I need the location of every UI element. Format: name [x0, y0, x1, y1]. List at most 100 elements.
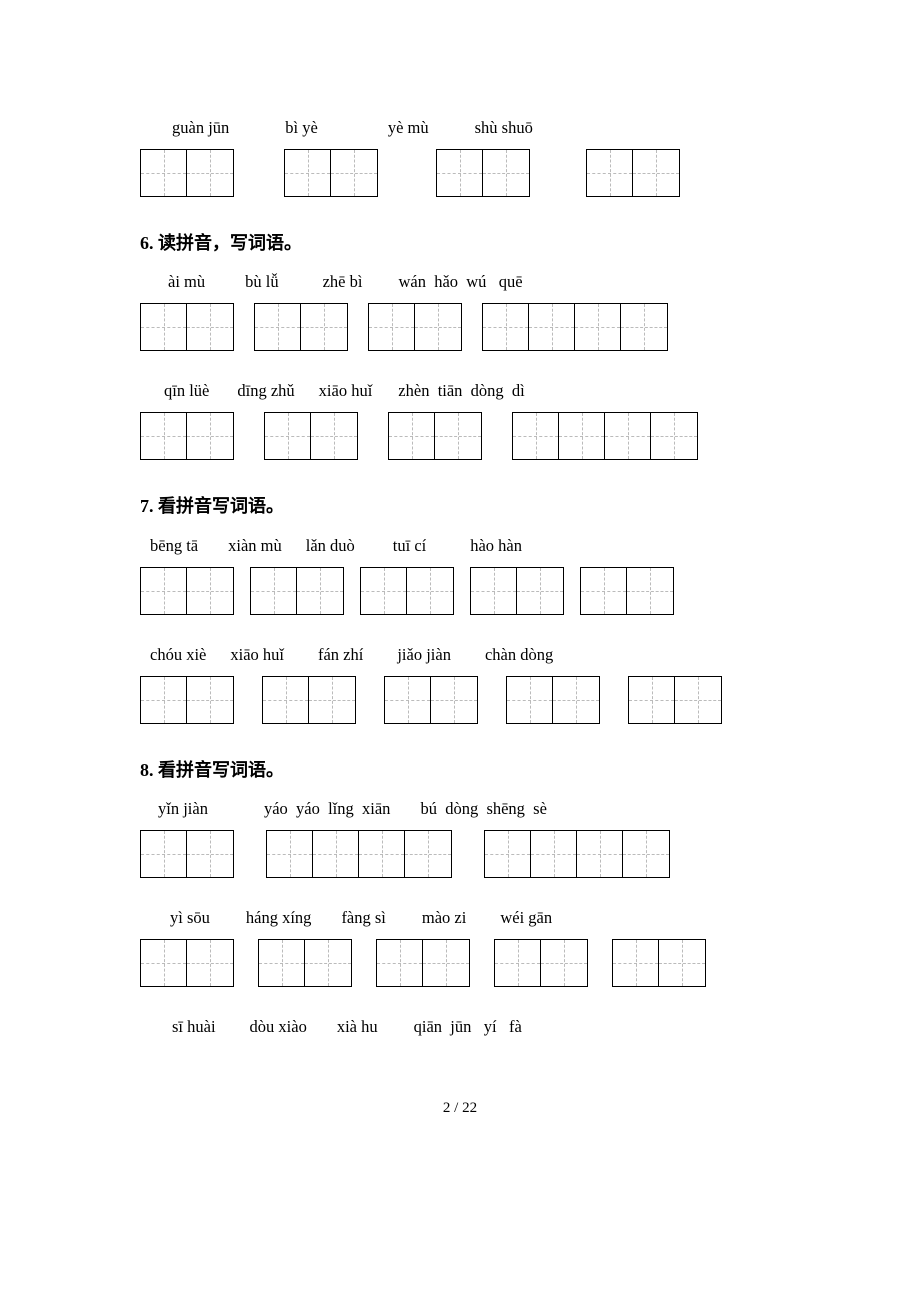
answer-boxes-row: [140, 939, 780, 987]
answer-boxes-row: [140, 676, 780, 724]
answer-box[interactable]: [529, 304, 575, 350]
answer-box[interactable]: [141, 677, 187, 723]
answer-box[interactable]: [187, 940, 233, 986]
answer-box[interactable]: [285, 150, 331, 196]
answer-box[interactable]: [435, 413, 481, 459]
answer-box[interactable]: [431, 677, 477, 723]
answer-box[interactable]: [369, 304, 415, 350]
answer-box[interactable]: [263, 677, 309, 723]
answer-box-group: [140, 303, 234, 351]
answer-box[interactable]: [495, 940, 541, 986]
pinyin: bēng tā: [150, 534, 198, 557]
answer-box[interactable]: [141, 413, 187, 459]
answer-box[interactable]: [485, 831, 531, 877]
answer-box[interactable]: [141, 304, 187, 350]
answer-box[interactable]: [141, 940, 187, 986]
answer-box[interactable]: [187, 413, 233, 459]
pinyin: bù lǚ: [245, 270, 278, 293]
pinyin: jiǎo jiàn: [397, 643, 451, 666]
answer-box[interactable]: [305, 940, 351, 986]
answer-box-group: [258, 939, 352, 987]
answer-box[interactable]: [587, 150, 633, 196]
answer-box[interactable]: [531, 831, 577, 877]
answer-box[interactable]: [389, 413, 435, 459]
answer-box[interactable]: [613, 940, 659, 986]
answer-box[interactable]: [437, 150, 483, 196]
answer-box[interactable]: [301, 304, 347, 350]
answer-box-group: [580, 567, 674, 615]
pinyin: dòu xiào: [250, 1015, 307, 1038]
pinyin-row: sī huài dòu xiào xià hu qiān jūn yí fà: [172, 1015, 780, 1038]
pinyin: dīng zhǔ: [237, 379, 294, 402]
answer-box[interactable]: [405, 831, 451, 877]
answer-box[interactable]: [415, 304, 461, 350]
answer-box-group: [470, 567, 564, 615]
answer-boxes-row: [140, 303, 780, 351]
answer-box[interactable]: [575, 304, 621, 350]
answer-box[interactable]: [483, 304, 529, 350]
answer-box[interactable]: [553, 677, 599, 723]
answer-boxes-row: [140, 412, 780, 460]
answer-box[interactable]: [627, 568, 673, 614]
pinyin: ài mù: [168, 270, 205, 293]
answer-box[interactable]: [507, 677, 553, 723]
answer-box[interactable]: [605, 413, 651, 459]
pinyin: yè mù: [388, 116, 429, 139]
answer-box[interactable]: [141, 568, 187, 614]
answer-box[interactable]: [187, 677, 233, 723]
answer-box[interactable]: [359, 831, 405, 877]
answer-box[interactable]: [187, 304, 233, 350]
answer-box[interactable]: [297, 568, 343, 614]
answer-box[interactable]: [483, 150, 529, 196]
pinyin: zhē bì: [323, 270, 363, 293]
answer-box[interactable]: [513, 413, 559, 459]
answer-box[interactable]: [675, 677, 721, 723]
answer-box[interactable]: [255, 304, 301, 350]
answer-box[interactable]: [361, 568, 407, 614]
answer-box[interactable]: [385, 677, 431, 723]
answer-box[interactable]: [471, 568, 517, 614]
answer-box[interactable]: [187, 831, 233, 877]
answer-boxes-row: [140, 567, 780, 615]
answer-box-group: [266, 830, 452, 878]
answer-box[interactable]: [623, 831, 669, 877]
answer-box[interactable]: [659, 940, 705, 986]
answer-box[interactable]: [517, 568, 563, 614]
answer-box[interactable]: [407, 568, 453, 614]
answer-box[interactable]: [541, 940, 587, 986]
pinyin: xià hu: [337, 1015, 378, 1038]
answer-box[interactable]: [141, 831, 187, 877]
pinyin: háng xíng: [246, 906, 312, 929]
answer-box[interactable]: [267, 831, 313, 877]
answer-box[interactable]: [377, 940, 423, 986]
pinyin: shù shuō: [475, 116, 533, 139]
pinyin: fán zhí: [318, 643, 363, 666]
pinyin: hào hàn: [470, 534, 522, 557]
answer-box[interactable]: [309, 677, 355, 723]
answer-box[interactable]: [633, 150, 679, 196]
answer-box[interactable]: [559, 413, 605, 459]
answer-box-group: [384, 676, 478, 724]
answer-box[interactable]: [311, 413, 357, 459]
section-heading: 6. 读拼音，写词语。: [140, 231, 780, 256]
answer-box-group: [512, 412, 698, 460]
answer-box[interactable]: [141, 150, 187, 196]
answer-box[interactable]: [251, 568, 297, 614]
answer-box[interactable]: [629, 677, 675, 723]
pinyin: fàng sì: [341, 906, 385, 929]
answer-box[interactable]: [313, 831, 359, 877]
answer-box[interactable]: [423, 940, 469, 986]
answer-box[interactable]: [577, 831, 623, 877]
answer-box[interactable]: [331, 150, 377, 196]
answer-box[interactable]: [621, 304, 667, 350]
answer-box[interactable]: [187, 568, 233, 614]
answer-box[interactable]: [187, 150, 233, 196]
pinyin: mào zi: [422, 906, 466, 929]
answer-box[interactable]: [259, 940, 305, 986]
pinyin: yǐn jiàn: [158, 797, 208, 820]
answer-box[interactable]: [265, 413, 311, 459]
answer-box[interactable]: [581, 568, 627, 614]
answer-box[interactable]: [651, 413, 697, 459]
page-number: 2 / 22: [140, 1098, 780, 1119]
pinyin: sī huài: [172, 1015, 216, 1038]
